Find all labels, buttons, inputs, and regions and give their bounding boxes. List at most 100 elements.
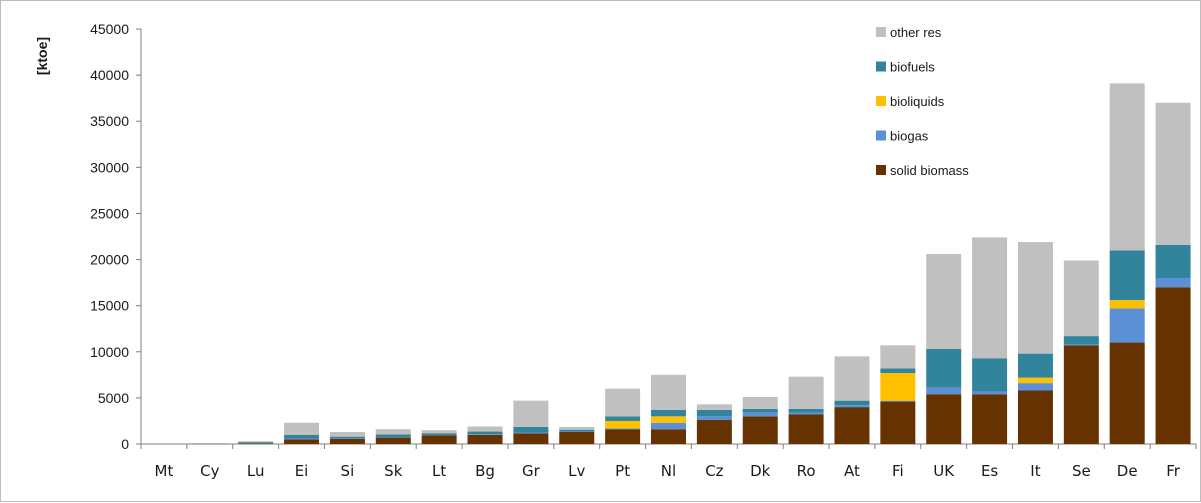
- legend-label: biogas: [890, 129, 929, 144]
- bar-solid-biomass-it: [1018, 391, 1053, 444]
- bar-solid-biomass-gr: [513, 433, 548, 444]
- bar-solid-biomass-se: [1064, 345, 1099, 444]
- bar-biogas-uk: [926, 388, 961, 394]
- y-tick-label: 35000: [90, 113, 129, 129]
- bar-solid-biomass-ro: [789, 414, 824, 444]
- legend-label: biofuels: [890, 60, 935, 75]
- bar-other-res-dk: [743, 397, 778, 409]
- y-tick-label: 45000: [90, 21, 129, 37]
- bar-biofuels-sk: [376, 434, 411, 437]
- legend-label: solid biomass: [890, 163, 969, 178]
- bar-solid-biomass-dk: [743, 416, 778, 444]
- bar-biofuels-cz: [697, 410, 732, 416]
- y-tick-label: 25000: [90, 205, 129, 221]
- bar-biofuels-es: [972, 358, 1007, 391]
- bar-other-res-ei: [284, 423, 319, 435]
- bar-solid-biomass-si: [330, 439, 365, 444]
- bar-other-res-es: [972, 237, 1007, 358]
- y-tick-label: 20000: [90, 252, 129, 268]
- bar-solid-biomass-fr: [1156, 287, 1191, 444]
- bar-biofuels-it: [1018, 354, 1053, 378]
- bar-other-res-lt: [422, 430, 457, 433]
- bar-biofuels-gr: [513, 427, 548, 433]
- bar-biogas-dk: [743, 413, 778, 417]
- bar-biofuels-lt: [422, 433, 457, 435]
- bar-solid-biomass-sk: [376, 438, 411, 444]
- bar-biogas-nl: [651, 423, 686, 429]
- bar-solid-biomass-bg: [468, 435, 503, 444]
- x-tick-label: Nl: [661, 462, 676, 480]
- bar-biofuels-dk: [743, 409, 778, 413]
- bar-biogas-es: [972, 391, 1007, 394]
- y-tick-label: 0: [121, 436, 129, 452]
- bar-other-res-lu: [238, 441, 273, 442]
- bar-biofuels-se: [1064, 336, 1099, 344]
- bar-other-res-sk: [376, 429, 411, 434]
- bar-solid-biomass-de: [1110, 343, 1145, 444]
- x-tick-label: Gr: [522, 462, 541, 480]
- bar-biogas-pt: [605, 428, 640, 429]
- x-tick-label: At: [844, 462, 860, 480]
- x-tick-label: It: [1030, 462, 1040, 480]
- bar-solid-biomass-lt: [422, 435, 457, 444]
- bar-biogas-gr: [513, 432, 548, 433]
- x-tick-label: Lt: [432, 462, 446, 480]
- bar-biogas-ro: [789, 413, 824, 415]
- x-tick-label: Dk: [750, 462, 771, 480]
- x-tick-label: Se: [1072, 462, 1091, 480]
- bar-solid-biomass-nl: [651, 429, 686, 444]
- x-tick-label: UK: [933, 462, 955, 480]
- bar-biogas-fi: [880, 401, 915, 402]
- bar-other-res-pt: [605, 389, 640, 417]
- x-tick-label: De: [1117, 462, 1138, 480]
- legend-swatch: [876, 131, 886, 141]
- y-tick-label: 10000: [90, 344, 129, 360]
- x-tick-label: Mt: [155, 462, 174, 480]
- y-tick-label: 30000: [90, 159, 129, 175]
- legend-swatch: [876, 165, 886, 175]
- bar-other-res-cy: [192, 443, 227, 444]
- x-tick-label: Cy: [200, 462, 219, 480]
- bar-biogas-ei: [284, 438, 319, 439]
- x-tick-label: Ro: [797, 462, 816, 480]
- bar-biogas-fr: [1156, 278, 1191, 287]
- bar-solid-biomass-cz: [697, 420, 732, 444]
- bar-solid-biomass-es: [972, 394, 1007, 444]
- x-tick-label: Bg: [475, 462, 495, 480]
- y-tick-label: 15000: [90, 298, 129, 314]
- bar-biofuels-si: [330, 437, 365, 439]
- x-tick-label: Ei: [295, 462, 309, 480]
- x-tick-label: Lu: [247, 462, 265, 480]
- y-tick-label: 40000: [90, 67, 129, 83]
- bar-other-res-de: [1110, 83, 1145, 250]
- bar-biofuels-bg: [468, 432, 503, 435]
- bar-biofuels-lv: [559, 430, 594, 432]
- bar-biogas-at: [834, 405, 869, 407]
- bar-biogas-de: [1110, 308, 1145, 342]
- bar-other-res-cz: [697, 404, 732, 410]
- bar-bioliquids-nl: [651, 416, 686, 422]
- bar-biofuels-uk: [926, 349, 961, 388]
- bar-other-res-lv: [559, 427, 594, 430]
- legend-swatch: [876, 96, 886, 106]
- bar-biofuels-lu: [238, 442, 273, 443]
- bar-other-res-gr: [513, 401, 548, 427]
- bar-solid-biomass-fi: [880, 402, 915, 444]
- bar-biogas-cz: [697, 416, 732, 420]
- bar-solid-biomass-at: [834, 407, 869, 444]
- bar-solid-biomass-ei: [284, 439, 319, 444]
- bar-other-res-se: [1064, 260, 1099, 336]
- y-axis-unit-label: [ktoe]: [34, 37, 50, 75]
- bar-solid-biomass-pt: [605, 429, 640, 444]
- bar-bioliquids-it: [1018, 378, 1053, 384]
- x-tick-label: Lv: [568, 462, 585, 480]
- bar-biogas-se: [1064, 344, 1099, 345]
- bar-biofuels-ro: [789, 409, 824, 413]
- legend-swatch: [876, 62, 886, 72]
- bar-other-res-it: [1018, 242, 1053, 354]
- bar-other-res-fr: [1156, 103, 1191, 245]
- bar-biofuels-de: [1110, 250, 1145, 300]
- x-tick-label: Cz: [705, 462, 723, 480]
